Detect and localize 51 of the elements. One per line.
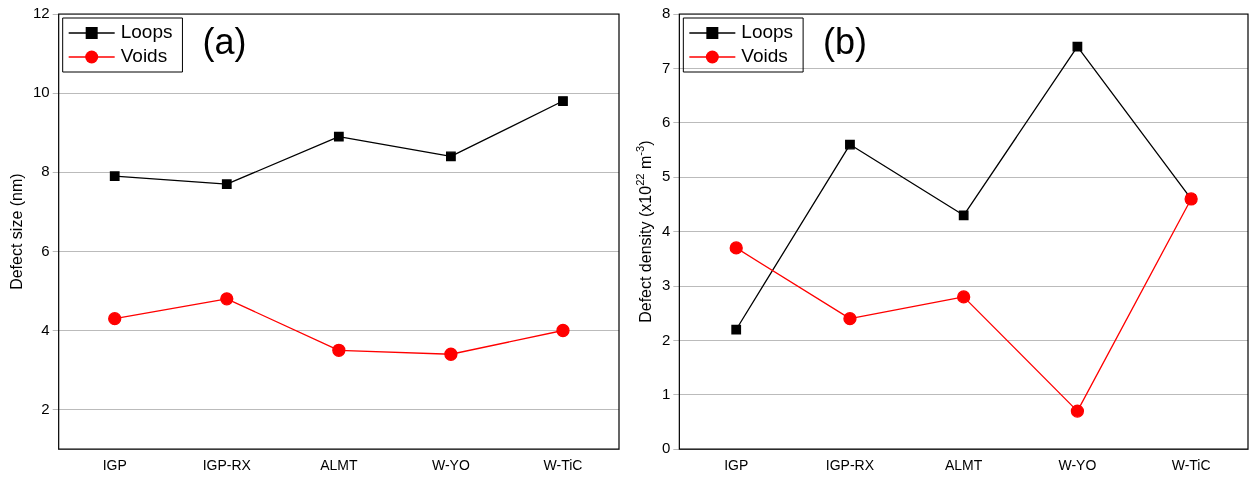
x-tick-label: W-YO bbox=[1058, 457, 1097, 474]
x-tick-label: W-TiC bbox=[1171, 457, 1211, 474]
y-tick-label: 3 bbox=[662, 276, 671, 294]
x-tick-label: IGP-RX bbox=[825, 457, 875, 474]
y-tick-label: 8 bbox=[41, 162, 50, 180]
annotation: (b) bbox=[823, 20, 868, 62]
x-tick-label: IGP bbox=[102, 457, 127, 474]
y-tick-label: 5 bbox=[662, 167, 671, 185]
y-tick-label: 4 bbox=[41, 320, 50, 338]
legend-label: Loops bbox=[741, 21, 794, 43]
y-axis-title: Defect size (nm) bbox=[8, 173, 26, 290]
point bbox=[843, 311, 857, 326]
legend-label: Loops bbox=[120, 21, 173, 43]
point bbox=[220, 292, 234, 306]
x-tick-label: ALMT bbox=[320, 457, 358, 474]
y-axis-title: Defect density (x1022 m-3) bbox=[634, 140, 655, 323]
point bbox=[446, 151, 456, 162]
point bbox=[958, 210, 969, 221]
point bbox=[332, 343, 346, 357]
y-tick-label: 10 bbox=[33, 83, 50, 101]
y-tick-label: 6 bbox=[41, 241, 50, 259]
point bbox=[729, 241, 743, 255]
legend-label: Voids bbox=[741, 45, 788, 67]
point bbox=[444, 347, 458, 361]
y-tick-label: 4 bbox=[662, 221, 671, 239]
annotation: (a) bbox=[202, 20, 247, 62]
x-tick-label: IGP bbox=[724, 457, 749, 474]
point bbox=[558, 96, 568, 106]
point bbox=[845, 139, 855, 150]
y-tick-label: 2 bbox=[41, 399, 50, 417]
x-tick-label: ALMT bbox=[945, 457, 983, 474]
point bbox=[731, 324, 742, 335]
y-tick-label: 8 bbox=[662, 4, 671, 22]
y-tick-label: 2 bbox=[662, 330, 671, 348]
y-tick-label: 1 bbox=[662, 384, 671, 402]
point bbox=[221, 179, 232, 190]
point bbox=[1070, 404, 1085, 418]
x-tick-label: W-YO bbox=[431, 457, 470, 474]
x-tick-label: IGP-RX bbox=[202, 457, 252, 474]
y-tick-label: 12 bbox=[33, 4, 50, 22]
point bbox=[108, 311, 122, 326]
point bbox=[957, 290, 971, 304]
point bbox=[333, 131, 344, 142]
point bbox=[1072, 41, 1083, 52]
x-tick-label: W-TiC bbox=[543, 457, 583, 474]
legend-label: Voids bbox=[120, 45, 168, 67]
point bbox=[109, 171, 120, 182]
point bbox=[556, 323, 570, 338]
y-tick-label: 6 bbox=[662, 112, 671, 130]
y-tick-label: 7 bbox=[662, 58, 671, 76]
y-tick-label: 0 bbox=[662, 439, 671, 457]
